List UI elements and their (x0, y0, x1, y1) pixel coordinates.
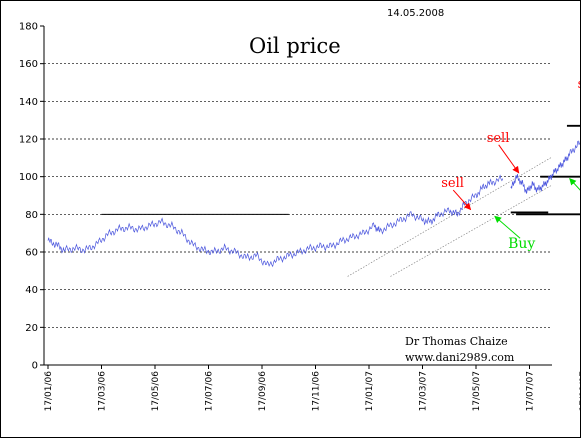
x-tick-label-5: 17/11/06 (312, 371, 322, 412)
annotation-layer: sellsellsellBuyBuyBuyBuyBuy (441, 77, 580, 252)
annotation-arrow-1 (498, 144, 520, 174)
credit-author: Dr Thomas Chaize (405, 335, 508, 348)
x-tick-label-2: 17/05/06 (151, 371, 161, 412)
y-tick-label-140: 140 (19, 97, 38, 108)
y-tick-label-0: 0 (32, 361, 38, 372)
chart-title: Oil price (249, 34, 341, 58)
price-series-1 (510, 140, 580, 194)
credit-website: www.dani2989.com (405, 351, 515, 364)
x-tick-label-3: 17/07/06 (205, 371, 215, 412)
channel-line-1 (390, 184, 552, 277)
x-tick-label-1: 17/03/06 (98, 371, 108, 412)
date-label: 14.05.2008 (387, 8, 444, 19)
axis-layer: 0 20 40 60 80 100 120 140 160 180 17/01/06 17/03/06… (19, 22, 580, 412)
channel-line-0 (347, 156, 552, 277)
x-tick-label-6: 17/01/07 (365, 371, 375, 411)
annotation-arrow-0 (452, 189, 472, 211)
sell-label-0: sell (441, 176, 464, 191)
sell-label-1: sell (487, 131, 510, 146)
y-tick-label-40: 40 (25, 285, 38, 296)
y-tick-label-160: 160 (19, 59, 38, 70)
y-tick-label-100: 100 (19, 172, 38, 183)
x-tick-label-8: 17/05/07 (472, 371, 482, 411)
y-tick-label-20: 20 (25, 323, 38, 334)
y-tick-label-120: 120 (19, 135, 38, 146)
y-tick-label-180: 180 (19, 22, 38, 33)
reference-lines-layer (101, 124, 580, 277)
y-tick-label-80: 80 (25, 210, 38, 221)
annotation-arrow-4 (569, 178, 580, 191)
grid-layer (44, 63, 552, 328)
y-tick-label-60: 60 (25, 248, 38, 259)
x-tick-label-9: 17/07/07 (526, 371, 536, 411)
price-series-0 (47, 174, 504, 268)
x-tick-label-10: 17/09/07 (579, 371, 580, 411)
x-tick-label-0: 17/01/06 (44, 371, 54, 412)
sell-label-2: sell (578, 77, 580, 92)
buy-label-3: Buy (508, 236, 535, 252)
x-tick-label-4: 17/09/06 (258, 371, 268, 412)
annotation-arrow-3 (494, 215, 521, 239)
x-tick-label-7: 17/03/07 (419, 371, 429, 411)
series-layer (47, 140, 580, 268)
